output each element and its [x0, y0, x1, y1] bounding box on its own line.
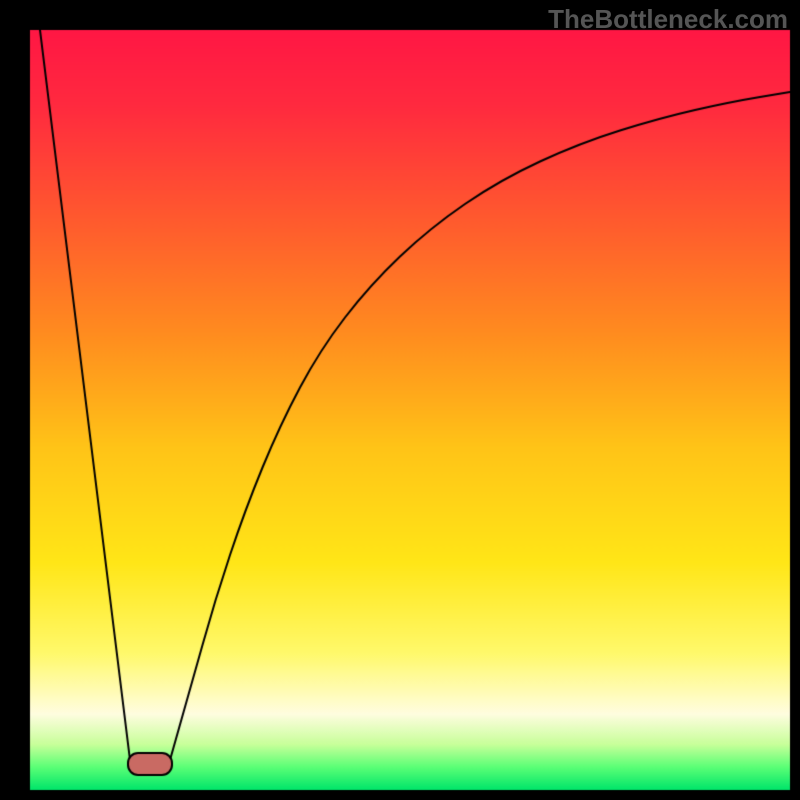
chart-container: TheBottleneck.com: [0, 0, 800, 800]
watermark-text: TheBottleneck.com: [548, 4, 788, 35]
bottleneck-chart-canvas: [0, 0, 800, 800]
